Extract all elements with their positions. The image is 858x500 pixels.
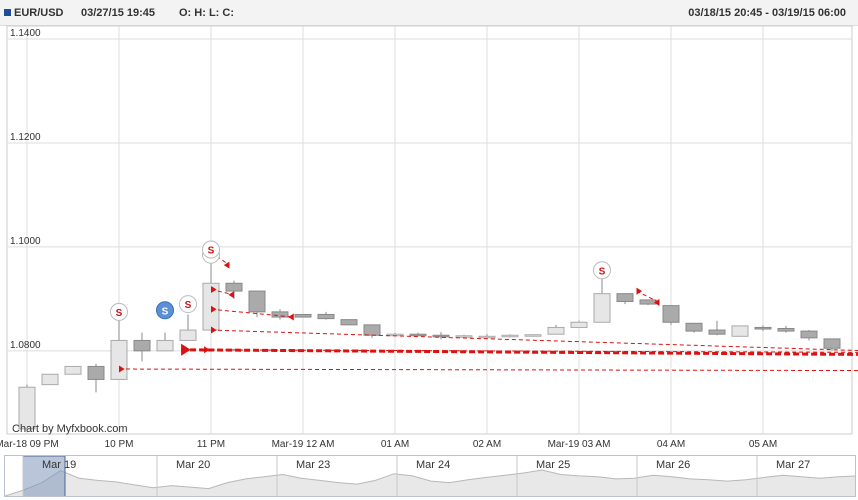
x-tick-label-1: 10 PM xyxy=(105,439,134,450)
candle-body-24 xyxy=(571,322,587,327)
candle-body-31 xyxy=(732,326,748,336)
candle-body-22 xyxy=(525,335,541,337)
x-tick-label-2: 11 PM xyxy=(197,439,225,450)
candle-body-2 xyxy=(65,366,81,374)
candle-body-11 xyxy=(272,312,288,317)
x-tick-label-4: 01 AM xyxy=(381,439,409,450)
candle-body-35 xyxy=(824,339,840,348)
candle-body-26 xyxy=(617,294,633,302)
y-tick-label-2: 1.1200 xyxy=(10,132,41,143)
candle-body-4 xyxy=(111,340,127,379)
y-tick-label-1: 1.1000 xyxy=(10,236,41,247)
candle-body-3 xyxy=(88,366,104,379)
candle-body-9 xyxy=(226,283,242,291)
candle-body-10 xyxy=(249,291,265,312)
y-tick-label-0: 1.0800 xyxy=(10,340,41,351)
x-tick-label-3: Mar-19 12 AM xyxy=(272,439,335,450)
signal-marker-label-2: S xyxy=(185,300,192,311)
candle-body-29 xyxy=(686,323,702,331)
x-tick-label-7: 04 AM xyxy=(657,439,685,450)
signal-marker-label-4: S xyxy=(208,245,215,256)
candle-body-28 xyxy=(663,306,679,323)
navigator-date-label-1: Mar 20 xyxy=(176,459,210,471)
candle-body-23 xyxy=(548,327,564,334)
candle-body-5 xyxy=(134,340,150,350)
chart-credit: Chart by Myfxbook.com xyxy=(12,423,128,435)
navigator-date-label-0: Mar 19 xyxy=(42,459,76,471)
candle-body-12 xyxy=(295,314,311,317)
signal-marker-label-0: S xyxy=(116,308,123,319)
signal-marker-label-1: S xyxy=(162,306,169,317)
navigator-panel[interactable]: Mar 19 Mar 20 Mar 23 Mar 24 Mar 25 Mar 26 Mar … xyxy=(4,455,856,497)
candle-body-6 xyxy=(157,340,173,350)
navigator-date-label-4: Mar 25 xyxy=(536,459,570,471)
candle-body-30 xyxy=(709,330,725,334)
x-tick-label-5: 02 AM xyxy=(473,439,501,450)
navigator-date-label-5: Mar 26 xyxy=(656,459,690,471)
navigator-date-label-6: Mar 27 xyxy=(776,459,810,471)
x-tick-label-0: Mar-18 09 PM xyxy=(0,439,59,450)
navigator-area-chart: Mar 19 Mar 20 Mar 23 Mar 24 Mar 25 Mar 26 Mar … xyxy=(5,456,856,497)
y-tick-label-3: 1.1400 xyxy=(10,28,41,39)
candle-body-13 xyxy=(318,314,334,318)
navigator-date-label-3: Mar 24 xyxy=(416,459,450,471)
candle-body-20 xyxy=(479,336,495,338)
plot-area xyxy=(7,26,852,434)
candlestick-chart[interactable]: Mar-18 09 PM 10 PM 11 PM Mar-19 12 AM 01 AM 0… xyxy=(0,0,858,455)
candle-body-27 xyxy=(640,300,656,304)
candle-body-33 xyxy=(778,328,794,331)
candle-body-14 xyxy=(341,320,357,325)
candle-body-21 xyxy=(502,335,518,337)
navigator-date-label-2: Mar 23 xyxy=(296,459,330,471)
signal-marker-label-5: S xyxy=(599,266,606,277)
navigator-area xyxy=(5,470,856,497)
candle-body-34 xyxy=(801,331,817,338)
x-tick-label-8: 05 AM xyxy=(749,439,777,450)
x-tick-label-6: Mar-19 03 AM xyxy=(548,439,611,450)
candle-body-17 xyxy=(410,334,426,336)
candle-body-25 xyxy=(594,294,610,323)
candle-body-18 xyxy=(433,335,449,337)
candle-body-32 xyxy=(755,327,771,329)
candle-body-15 xyxy=(364,325,380,335)
candle-body-7 xyxy=(180,330,196,340)
candle-body-19 xyxy=(456,336,472,338)
candle-body-1 xyxy=(42,374,58,384)
